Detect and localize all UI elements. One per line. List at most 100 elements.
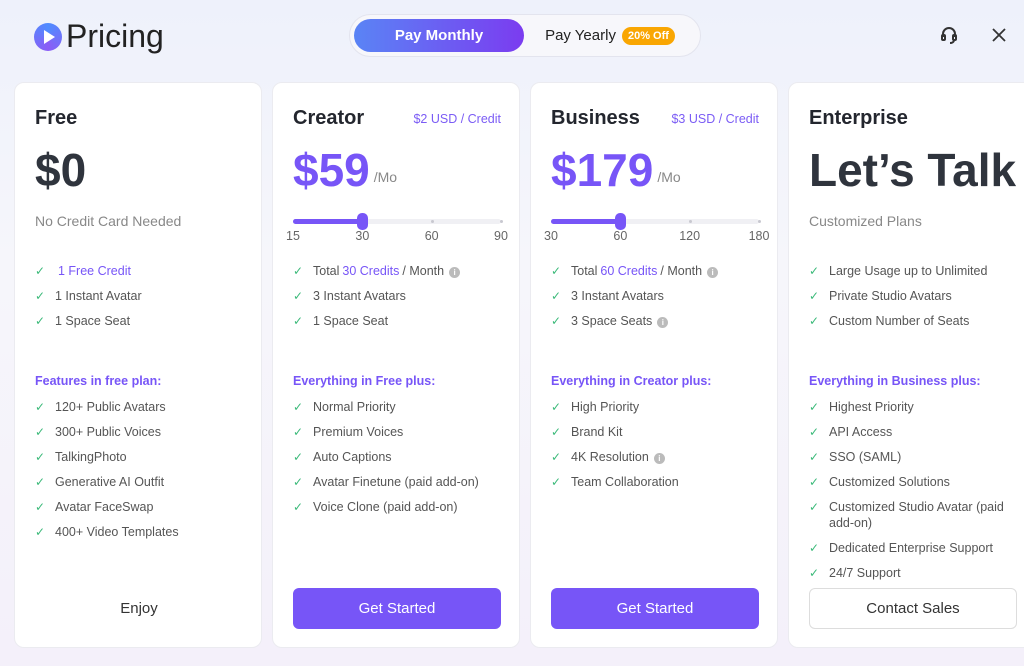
slider-tick-label[interactable]: 180: [748, 229, 770, 243]
feature-item: ✓ Normal Priority: [293, 399, 505, 415]
slider-handle[interactable]: [357, 213, 369, 230]
check-icon: ✓: [35, 400, 46, 414]
feature-item: ✓ Large Usage up to Unlimited: [809, 263, 1021, 279]
feature-item: ✓ API Access: [809, 424, 1021, 440]
info-icon[interactable]: i: [707, 267, 719, 278]
check-icon: ✓: [809, 314, 820, 328]
check-icon: ✓: [809, 566, 820, 580]
slider-track[interactable]: [551, 219, 759, 224]
slider-fill: [293, 219, 363, 224]
feature-text: 400+ Video Templates: [55, 525, 179, 539]
feature-item: ✓ Avatar Finetune (paid add-on): [293, 474, 505, 490]
feature-text: Voice Clone (paid add-on): [313, 500, 458, 514]
feature-item: ✓ Voice Clone (paid add-on): [293, 499, 505, 515]
feature-text: TalkingPhoto: [55, 450, 127, 464]
check-icon: ✓: [809, 541, 820, 555]
info-icon[interactable]: i: [657, 317, 669, 328]
get-started-button[interactable]: Get Started: [293, 588, 501, 629]
feature-text: Customized Solutions: [829, 475, 950, 489]
feature-item: ✓ High Priority: [551, 399, 763, 415]
slider-stop[interactable]: [758, 220, 761, 223]
feature-item: ✓ 3 Instant Avatars: [293, 288, 505, 304]
slider-stop[interactable]: [430, 220, 434, 223]
plan-name: Business: [551, 107, 640, 129]
plan-extras: ✓ Normal Priority ✓ Premium Voices ✓ Auto Cap…: [293, 399, 505, 524]
feature-item: ✓ 1 Free Credit: [35, 263, 247, 279]
feature-item: ✓ Custom Number of Seats: [809, 313, 1021, 329]
slider-stop[interactable]: [688, 220, 692, 223]
page-title: Pricing: [66, 18, 164, 54]
feature-item: ✓ Generative AI Outfit: [35, 474, 247, 490]
slider-tick-label[interactable]: 120: [679, 229, 701, 243]
slider-handle[interactable]: [615, 213, 627, 230]
discount-badge: 20% Off: [621, 26, 675, 45]
info-icon[interactable]: i: [449, 267, 461, 278]
plan-name: Creator: [293, 107, 365, 129]
slider-stop[interactable]: [500, 220, 503, 223]
feature-text: Brand Kit: [571, 425, 623, 439]
credits-slider[interactable]: [293, 213, 503, 230]
highlight: 30 Credits: [342, 264, 400, 278]
check-icon: ✓: [809, 264, 820, 278]
check-icon: ✓: [293, 264, 304, 278]
check-icon: ✓: [35, 475, 46, 489]
logo-icon: [34, 22, 62, 51]
check-icon: ✓: [35, 264, 46, 278]
check-icon: ✓: [551, 400, 562, 414]
feature-text: Highest Priority: [829, 400, 914, 414]
credits-slider[interactable]: [551, 213, 761, 230]
enjoy-button[interactable]: Enjoy: [120, 600, 158, 617]
feature-text: 4K Resolution i: [571, 449, 665, 465]
slider-tick-label[interactable]: 90: [494, 229, 508, 243]
price-period: /Mo: [373, 169, 398, 185]
check-icon: ✓: [551, 289, 562, 303]
info-icon[interactable]: i: [653, 453, 665, 464]
check-icon: ✓: [35, 289, 46, 303]
feature-text: Avatar FaceSwap: [55, 500, 154, 514]
slider-tick-label[interactable]: 60: [424, 229, 439, 243]
contact-sales-button[interactable]: Contact Sales: [809, 588, 1017, 629]
feature-item: ✓ SSO (SAML): [809, 449, 1021, 465]
slider-tick-label[interactable]: 30: [355, 229, 370, 243]
check-icon: ✓: [809, 500, 820, 514]
slider-tick-label[interactable]: 30: [544, 229, 558, 243]
feature-text: 120+ Public Avatars: [55, 400, 166, 414]
plan-subtitle: No Credit Card Needed: [35, 213, 182, 229]
feature-item: ✓ Customized Studio Avatar (paid add-on): [809, 499, 1021, 531]
slider-tick-label[interactable]: 60: [613, 229, 628, 243]
feature-text: Normal Priority: [313, 400, 396, 414]
support-headset-icon[interactable]: [938, 24, 960, 46]
check-icon: ✓: [809, 425, 820, 439]
pay-monthly-tab[interactable]: Pay Monthly: [354, 19, 524, 52]
feature-text: 1 Space Seat: [55, 314, 131, 328]
feature-text: 1 Instant Avatar: [55, 289, 142, 303]
check-icon: ✓: [35, 425, 46, 439]
price-value: $179: [551, 144, 654, 196]
slider-track[interactable]: [293, 219, 501, 224]
check-icon: ✓: [551, 425, 562, 439]
price-value: Let’s Talk: [809, 144, 1017, 196]
check-icon: ✓: [809, 475, 820, 489]
feature-text: Dedicated Enterprise Support: [829, 541, 993, 555]
feature-text: Customized Studio Avatar (paid add-on): [829, 500, 1004, 530]
check-icon: ✓: [35, 500, 46, 514]
plan-card-creator: Creator $2 USD / Credit $59/Mo 15 30 60 90 ✓ Tot…: [272, 82, 520, 648]
feature-item: ✓ 3 Space Seats i: [551, 313, 763, 329]
feature-item: ✓ 1 Space Seat: [293, 313, 505, 329]
feature-text: Avatar Finetune (paid add-on): [313, 475, 479, 489]
logo: Pricing: [34, 18, 164, 55]
get-started-button[interactable]: Get Started: [551, 588, 759, 629]
plan-features: ✓ Total 30 Credits / Month i ✓ 3 Instant Avata…: [293, 263, 505, 338]
feature-text: Total 60 Credits / Month i: [571, 263, 719, 279]
feature-item: ✓ Team Collaboration: [551, 474, 763, 490]
pay-yearly-label: Pay Yearly: [545, 27, 616, 44]
feature-item: ✓ TalkingPhoto: [35, 449, 247, 465]
feature-item: ✓ 400+ Video Templates: [35, 524, 247, 540]
check-icon: ✓: [551, 264, 562, 278]
feature-item: ✓ 4K Resolution i: [551, 449, 763, 465]
per-credit-price: $2 USD / Credit: [413, 112, 501, 126]
close-icon[interactable]: [988, 24, 1010, 46]
pay-yearly-tab[interactable]: Pay Yearly 20% Off: [524, 19, 696, 52]
slider-tick-label[interactable]: 15: [286, 229, 300, 243]
plan-price: Let’s Talk: [809, 143, 1016, 197]
